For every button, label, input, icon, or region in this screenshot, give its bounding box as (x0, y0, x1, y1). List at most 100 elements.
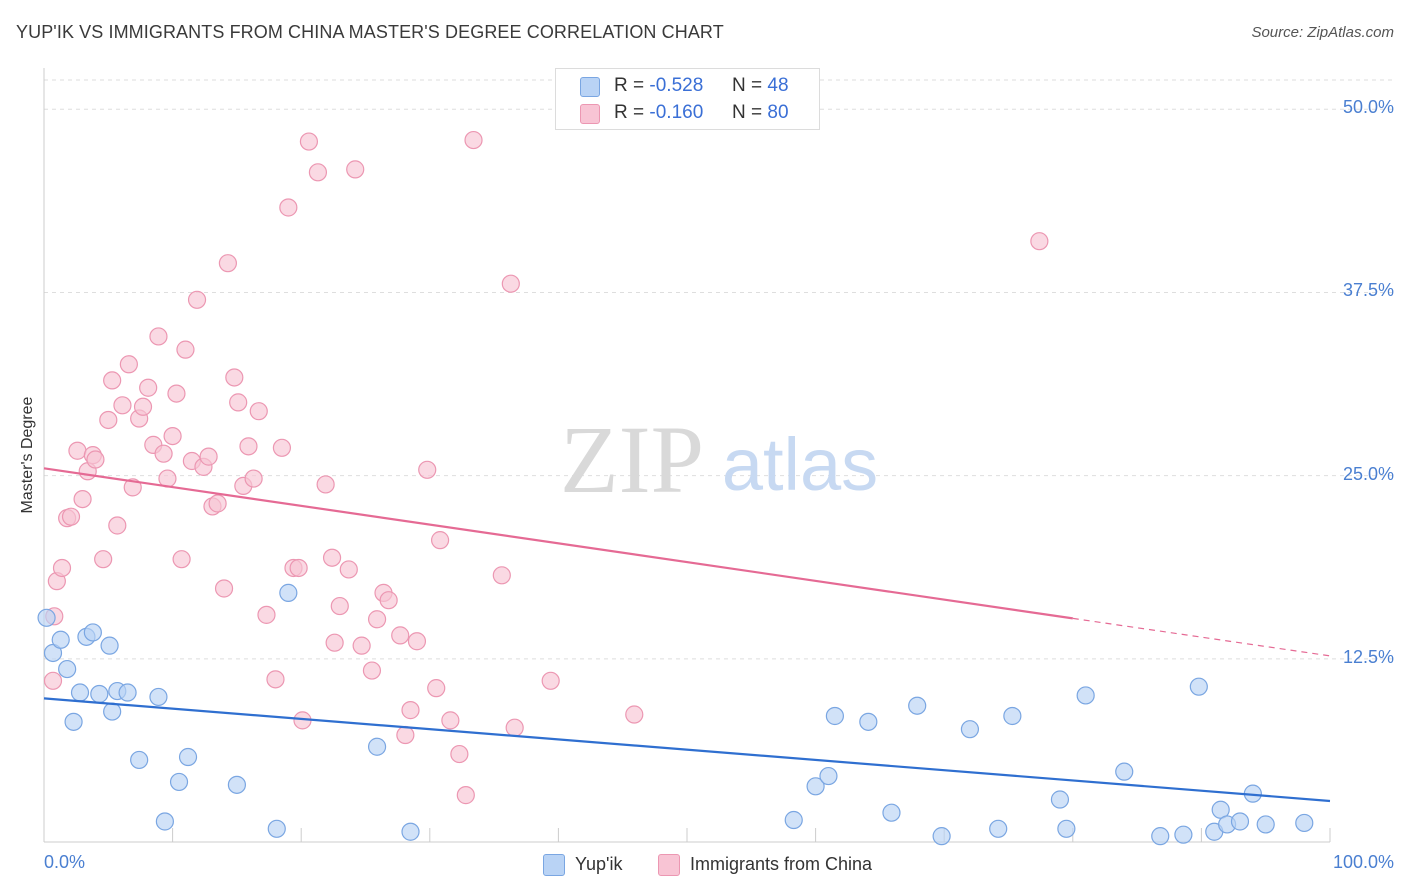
china-point-41 (244, 469, 263, 488)
china-point-37 (225, 368, 244, 387)
china-point-0 (43, 671, 63, 690)
china-point-36 (218, 254, 237, 273)
yupik-point-9 (100, 636, 119, 655)
legend-swatch-yupik-bottom (543, 854, 565, 876)
yupik-point-16 (169, 772, 189, 792)
yupik-point-18 (227, 775, 246, 794)
chart-title: YUP'IK VS IMMIGRANTS FROM CHINA MASTER'S… (16, 22, 724, 42)
china-point-20 (139, 378, 158, 397)
yupik-point-39 (1174, 825, 1193, 844)
china-point-17 (123, 478, 142, 497)
yupik-point-13 (130, 750, 149, 770)
yupik-point-24 (806, 777, 825, 796)
series-yupik-points (37, 583, 1314, 846)
yupik-point-30 (932, 827, 951, 846)
china-point-40 (239, 437, 258, 456)
china-point-28 (176, 340, 195, 359)
china-point-63 (391, 626, 410, 645)
yupik-point-15 (155, 812, 174, 831)
china-point-27 (172, 550, 191, 569)
series-legend: Yup'ik Immigrants from China (0, 850, 1406, 880)
china-point-45 (272, 438, 292, 457)
legend-swatch-china (580, 104, 600, 124)
china-point-15 (113, 396, 132, 415)
grid-lines (44, 79, 1392, 660)
china-point-25 (163, 426, 182, 446)
yupik-point-12 (118, 683, 137, 702)
y-axis-title: Master's Degree (19, 396, 36, 514)
y-tick-label-3: 50.0% (1342, 97, 1394, 118)
china-point-62 (379, 591, 398, 610)
yupik-point-28 (882, 803, 901, 822)
china-point-42 (249, 402, 268, 421)
china-point-64 (396, 725, 415, 745)
china-point-55 (330, 596, 349, 616)
china-point-46 (279, 198, 298, 217)
yupik-trend-line (43, 697, 1331, 803)
china-point-66 (407, 632, 427, 651)
legend-n-china: N = 80 (732, 102, 789, 123)
yupik-point-14 (149, 687, 168, 707)
axes (43, 68, 1331, 843)
china-point-3 (52, 558, 72, 578)
y-tick-label-1: 25.0% (1342, 463, 1394, 484)
yupik-point-32 (989, 819, 1008, 838)
china-point-11 (94, 550, 113, 569)
legend-r-china: R = -0.160 (614, 102, 704, 123)
china-trend-line-extension (1072, 617, 1331, 657)
trend-lines (43, 467, 1331, 803)
china-point-51 (308, 163, 328, 182)
china-point-48 (289, 558, 308, 578)
y-tick-label-2: 37.5% (1342, 280, 1394, 301)
china-point-60 (367, 610, 387, 629)
china-point-44 (266, 670, 285, 689)
yupik-point-33 (1003, 706, 1022, 726)
yupik-point-20 (279, 583, 298, 602)
yupik-point-8 (90, 684, 109, 704)
yupik-point-26 (825, 706, 844, 726)
yupik-point-35 (1057, 819, 1076, 838)
china-point-79 (1030, 232, 1049, 251)
china-point-10 (86, 450, 105, 469)
yupik-point-38 (1151, 827, 1170, 846)
china-point-34 (208, 494, 227, 513)
yupik-point-37 (1115, 762, 1134, 781)
series-immigrants-from-china-points (43, 130, 1049, 805)
china-point-70 (441, 711, 460, 730)
y-tick-label-0: 12.5% (1342, 646, 1394, 667)
china-point-43 (257, 605, 276, 624)
legend-label-china: Immigrants from China (690, 854, 873, 874)
yupik-point-23 (784, 810, 803, 830)
yupik-point-34 (1050, 790, 1070, 809)
legend-label-yupik: Yup'ik (575, 854, 623, 874)
china-point-23 (154, 444, 173, 463)
legend-n-yupik: N = 48 (732, 75, 789, 96)
legend-r-yupik: R = -0.528 (614, 75, 704, 96)
legend-swatch-yupik (580, 77, 600, 97)
china-point-52 (316, 475, 335, 494)
china-point-78 (625, 705, 644, 724)
yupik-point-4 (64, 712, 83, 731)
yupik-point-40 (1189, 677, 1208, 696)
yupik-point-7 (83, 623, 102, 642)
yupik-point-25 (819, 766, 838, 786)
china-point-53 (322, 548, 342, 567)
china-point-65 (401, 701, 420, 720)
yupik-point-27 (859, 712, 878, 731)
china-point-59 (362, 661, 382, 680)
yupik-point-29 (908, 696, 927, 715)
china-point-22 (149, 327, 168, 346)
yupik-point-0 (37, 608, 56, 627)
yupik-point-3 (58, 659, 77, 679)
x-tick-label-min: 0.0% (44, 852, 86, 872)
china-point-32 (199, 447, 218, 466)
yupik-point-46 (1256, 815, 1275, 834)
china-point-19 (133, 397, 153, 416)
yupik-point-21 (367, 737, 387, 756)
china-point-57 (346, 160, 365, 179)
chart-source: Source: ZipAtlas.com (1251, 24, 1394, 41)
china-point-74 (492, 566, 511, 585)
china-point-68 (427, 679, 446, 698)
china-point-5 (61, 507, 81, 526)
china-point-35 (214, 579, 234, 598)
